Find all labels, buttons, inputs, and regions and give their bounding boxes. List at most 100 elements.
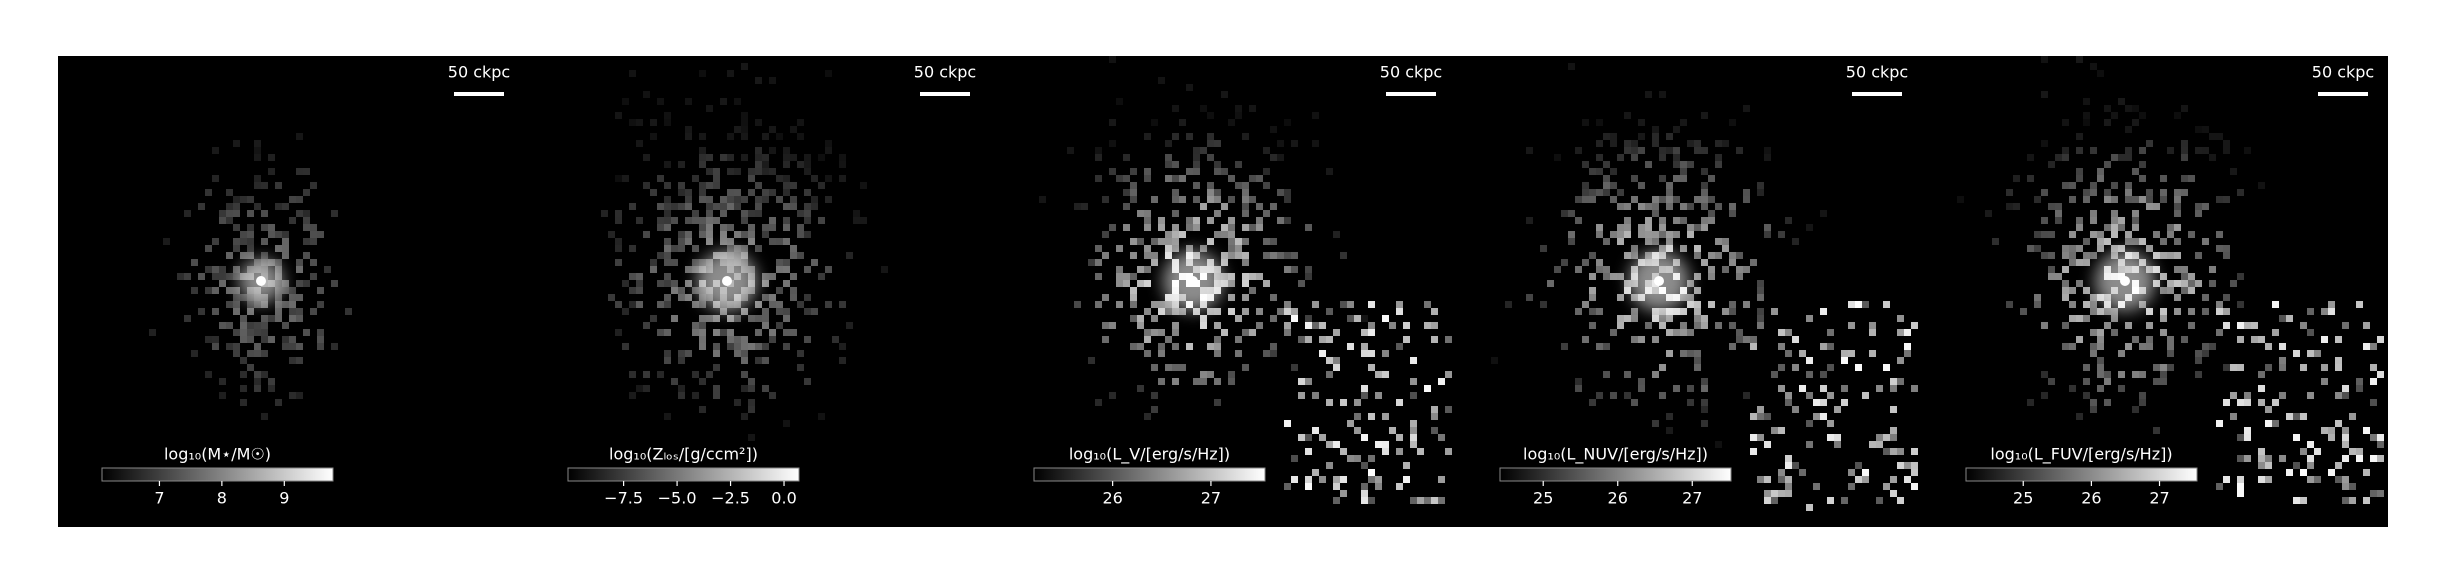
pixel xyxy=(2167,287,2174,294)
pixel xyxy=(254,378,261,385)
pixel xyxy=(2083,287,2090,294)
pixel xyxy=(2174,238,2181,245)
pixel xyxy=(811,308,818,315)
pixel xyxy=(1638,385,1645,392)
pixel xyxy=(1431,336,1438,343)
pixel xyxy=(2083,119,2090,126)
pixel xyxy=(1701,182,1708,189)
pixel xyxy=(303,329,310,336)
pixel xyxy=(1792,364,1799,371)
pixel xyxy=(1270,126,1277,133)
colorbar-tick-label: −7.5 xyxy=(604,489,643,508)
pixel xyxy=(2209,280,2216,287)
pixel xyxy=(636,287,643,294)
pixel xyxy=(2377,455,2384,462)
pixel xyxy=(233,308,240,315)
pixel xyxy=(1130,287,1137,294)
pixel xyxy=(1890,406,1897,413)
pixel xyxy=(2090,252,2097,259)
pixel xyxy=(240,252,247,259)
pixel xyxy=(1694,224,1701,231)
pixel xyxy=(1263,168,1270,175)
pixel xyxy=(1270,203,1277,210)
pixel xyxy=(1438,434,1445,441)
pixel xyxy=(1666,147,1673,154)
pixel xyxy=(310,182,317,189)
pixel xyxy=(2293,350,2300,357)
pixel xyxy=(1701,168,1708,175)
pixel xyxy=(1396,343,1403,350)
pixel xyxy=(1757,322,1764,329)
pixel xyxy=(2216,308,2223,315)
pixel xyxy=(2048,252,2055,259)
pixel xyxy=(2174,266,2181,273)
pixel xyxy=(2062,245,2069,252)
pixel xyxy=(727,343,734,350)
pixel xyxy=(1221,273,1228,280)
pixel xyxy=(247,224,254,231)
pixel xyxy=(233,301,240,308)
pixel xyxy=(748,385,755,392)
pixel xyxy=(1284,329,1291,336)
pixel xyxy=(1957,196,1964,203)
pixel xyxy=(1652,336,1659,343)
pixel xyxy=(2125,238,2132,245)
pixel xyxy=(1116,301,1123,308)
pixel xyxy=(1172,133,1179,140)
pixel xyxy=(1757,280,1764,287)
pixel xyxy=(1582,189,1589,196)
pixel xyxy=(296,259,303,266)
pixel xyxy=(2048,266,2055,273)
pixel xyxy=(1666,427,1673,434)
pixel xyxy=(769,336,776,343)
colorbar-tick-label: 27 xyxy=(1201,489,1221,508)
pixel xyxy=(2055,217,2062,224)
pixel xyxy=(1848,301,1855,308)
pixel xyxy=(1785,455,1792,462)
pixel xyxy=(706,371,713,378)
pixel xyxy=(734,126,741,133)
pixel xyxy=(254,203,261,210)
pixel xyxy=(1715,322,1722,329)
pixel xyxy=(1305,476,1312,483)
pixel xyxy=(2160,287,2167,294)
pixel xyxy=(1340,490,1347,497)
pixel xyxy=(2209,133,2216,140)
pixel xyxy=(1256,175,1263,182)
pixel xyxy=(310,231,317,238)
pixel xyxy=(1151,238,1158,245)
pixel xyxy=(762,385,769,392)
pixel xyxy=(2132,238,2139,245)
pixel xyxy=(261,301,268,308)
pixel xyxy=(1708,175,1715,182)
pixel xyxy=(1659,175,1666,182)
pixel xyxy=(692,217,699,224)
pixel xyxy=(1347,455,1354,462)
pixel xyxy=(2342,476,2349,483)
pixel xyxy=(1424,322,1431,329)
pixel xyxy=(1792,336,1799,343)
pixel xyxy=(275,259,282,266)
pixel xyxy=(310,259,317,266)
pixel xyxy=(734,343,741,350)
pixel xyxy=(1242,196,1249,203)
pixel xyxy=(289,217,296,224)
pixel xyxy=(212,266,219,273)
pixel xyxy=(2146,140,2153,147)
pixel xyxy=(664,238,671,245)
pixel xyxy=(289,392,296,399)
pixel xyxy=(692,287,699,294)
pixel xyxy=(1368,364,1375,371)
pixel xyxy=(205,287,212,294)
pixel xyxy=(1221,252,1228,259)
pixel xyxy=(1298,434,1305,441)
pixel xyxy=(1603,161,1610,168)
pixel xyxy=(289,196,296,203)
pixel xyxy=(1277,217,1284,224)
pixel xyxy=(1228,217,1235,224)
scale-bar-label: 50 ckpc xyxy=(1380,63,1442,82)
pixel xyxy=(1284,217,1291,224)
pixel xyxy=(1263,182,1270,189)
core xyxy=(722,276,732,286)
